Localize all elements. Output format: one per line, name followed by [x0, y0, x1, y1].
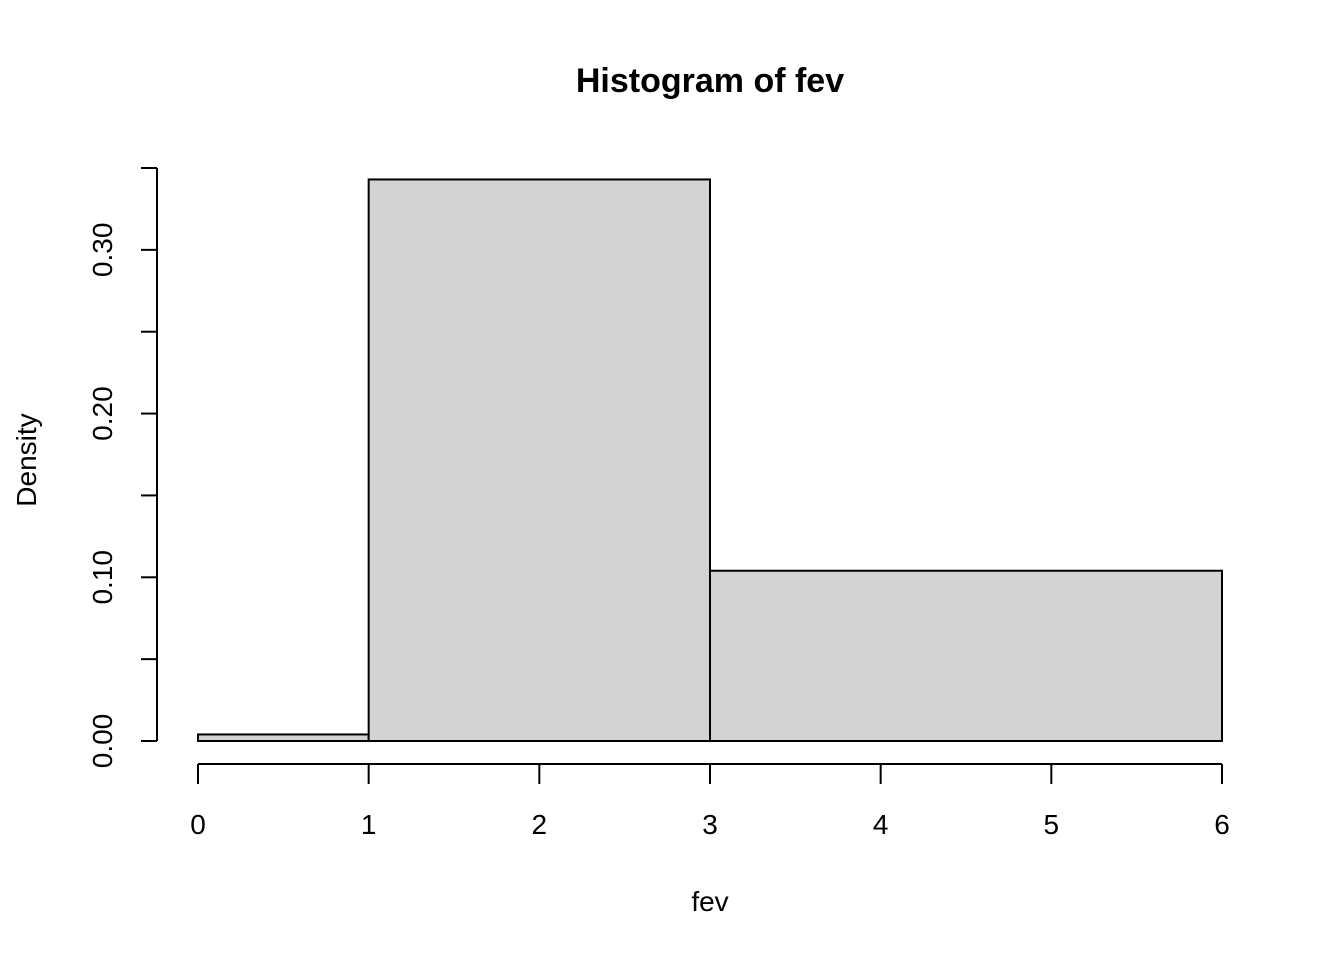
histogram-bar-1 [367, 178, 711, 742]
y-tick-label: 0.30 [87, 223, 118, 278]
x-tick-label: 4 [873, 809, 889, 840]
x-axis: 0 1 2 3 4 5 6 [190, 763, 1230, 840]
x-tick-label: 6 [1214, 809, 1230, 840]
x-tick-label: 2 [532, 809, 548, 840]
histogram-bar-2 [709, 569, 1223, 742]
chart-title: Histogram of fev [576, 62, 844, 100]
x-tick-label: 5 [1044, 809, 1060, 840]
y-tick-label: 0.00 [87, 714, 118, 769]
x-tick-label: 0 [190, 809, 206, 840]
x-tick-label: 3 [702, 809, 718, 840]
y-axis-label: Density [11, 413, 42, 506]
x-axis-label: fev [691, 886, 728, 917]
x-tick-label: 1 [361, 809, 377, 840]
y-tick-label: 0.20 [87, 386, 118, 441]
y-tick-label: 0.10 [87, 550, 118, 605]
histogram-bar-0 [197, 733, 370, 742]
y-axis: 0.00 0.10 0.20 0.30 [87, 167, 158, 769]
histogram-bars [197, 178, 1223, 742]
